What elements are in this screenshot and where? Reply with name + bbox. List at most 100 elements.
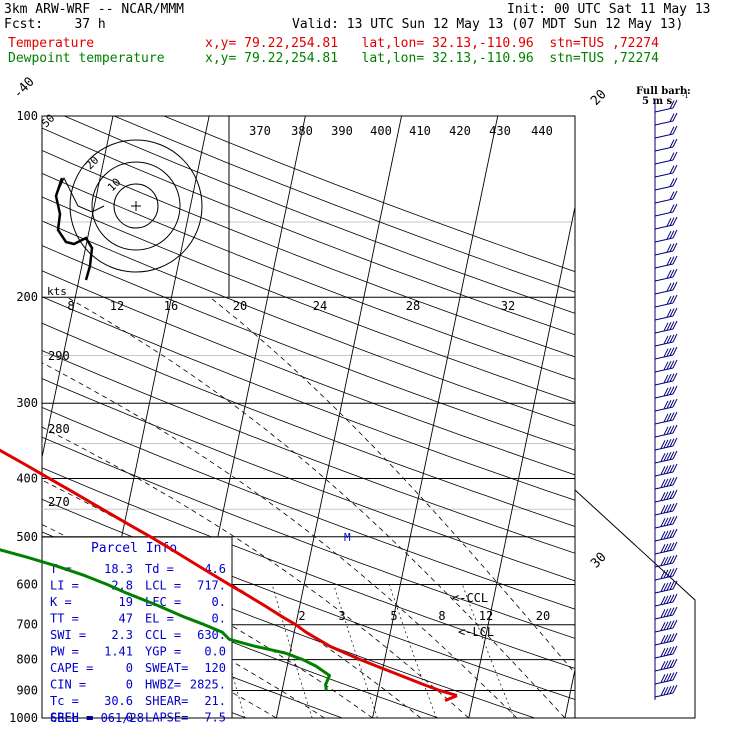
wind-barb-feather [669,217,675,226]
barb-legend-value: 5 m s [642,96,673,107]
theta-label: 410 [409,124,431,138]
isotherm [0,116,17,718]
wind-barb-feather [669,308,675,317]
parcel-param-value: 0. [212,612,226,626]
parcel-param-label: PW = [50,645,79,659]
wind-barb [654,445,674,451]
wind-barb [654,510,674,516]
parcel-param-value: 21. [204,694,226,708]
wind-barb [654,497,674,503]
parcel-param-label: EL = [145,612,174,626]
wind-barb-feather [672,307,678,317]
wind-barb-feather [672,372,678,382]
isotherm [372,116,499,718]
dry-adiabat [42,296,575,501]
wind-barb-feather [663,543,669,553]
wind-barb-feather [672,567,678,577]
parcel-param-value: 30.6 [104,694,133,708]
wind-barb [654,666,674,672]
wind-barb-feather [663,400,669,410]
wind-barb-feather [666,542,672,552]
dewpoint-legend: Dewpoint temperature [8,51,165,66]
wind-barb [654,393,674,399]
wind-barb-feather [669,139,675,148]
wind-barb-feather [666,425,672,435]
barb-legend-exponent: -1 [682,92,689,100]
parcel-param-label: Tc = [50,694,79,708]
wind-barb [654,302,674,308]
wind-barb-feather [669,269,675,278]
wind-barb-feather [666,516,672,526]
dry-adiabat [42,220,575,427]
moist-adiabat [42,426,469,718]
isotherm-label: 30 [588,550,610,572]
wind-barb [654,120,674,126]
wind-barb-feather [669,633,675,642]
wind-barb-feather [666,685,672,695]
wind-barb-feather [666,321,672,331]
wind-barb-feather [669,438,675,447]
wind-barb-feather [672,424,678,434]
init-time: Init: 00 UTC Sat 11 May 13 [507,2,711,17]
grid-layer [0,115,696,719]
wind-barb-feather [666,607,672,617]
wind-barb-feather [672,593,678,603]
dewpoint-location: x,y= 79.22,254.81 lat,lon= 32.13,-110.96… [205,51,659,66]
parcel-param-value: 18.3 [104,562,133,576]
parcel-param-value: 630. [197,628,226,642]
wind-barb-feather [669,165,675,174]
wind-barb-feather [672,463,678,473]
wind-barb [654,237,674,243]
moist-adiabat [66,296,566,718]
mixing-ratio-upper-label: 20 [233,299,247,313]
wind-barb-feather [663,387,669,397]
kts-label: kts [47,285,67,298]
wind-barb-feather [663,647,669,657]
wind-barb-feather [669,490,675,499]
pressure-label: 1000 [9,711,38,725]
dewpoint-line [0,548,331,691]
axis-labels-layer: 1002003004005006007008009001000-80-70-60… [9,74,691,725]
dry-adiabat [42,565,439,718]
parcel-param-label: LCL = [145,579,181,593]
barb-panel-edge [574,489,696,719]
wind-barb-feather [672,268,678,278]
theta-left-label: 290 [48,349,70,363]
theta-label: 420 [449,124,471,138]
wind-barb-feather [666,451,672,461]
mixing-ratio-line [388,584,437,718]
pressure-label: 600 [16,577,38,591]
pressure-label: 400 [16,471,38,485]
pressure-label: 500 [16,530,38,544]
wind-barb [654,159,674,165]
parcel-param-label: LAPSE= [145,711,188,725]
wind-barb [654,614,674,620]
wind-barb-feather [672,528,678,538]
wind-barb-feather [669,529,675,538]
wind-barb-feather [669,321,675,330]
parcel-param-value: 1.41 [104,645,133,659]
parcel-param-value: 7.5 [204,711,226,725]
wind-barb-feather [669,568,675,577]
wind-barb-feather [672,502,678,512]
wind-barb-feather [663,660,669,670]
wind-barb-feather [672,437,678,447]
parcel-param-value: 0.0 [204,645,226,659]
theta-label: 440 [531,124,553,138]
wind-barb-feather [672,515,678,525]
wind-barb-feather [672,606,678,616]
wind-barb-feather [672,229,678,239]
hodograph-ring [113,183,159,229]
wind-barb-feather [672,645,678,655]
wind-barb-feather [672,554,678,564]
wind-barb-feather [672,190,678,200]
wind-barb-feather [669,282,675,291]
wind-barb-feather [672,411,678,421]
wind-barb-feather [663,530,669,540]
wind-barb-feather [672,658,678,668]
pressure-label: 300 [16,396,38,410]
wind-barb-feather [660,518,666,527]
wind-barb-feather [666,490,672,500]
wind-barb-feather [660,544,666,553]
wind-barb-feather [669,542,675,551]
